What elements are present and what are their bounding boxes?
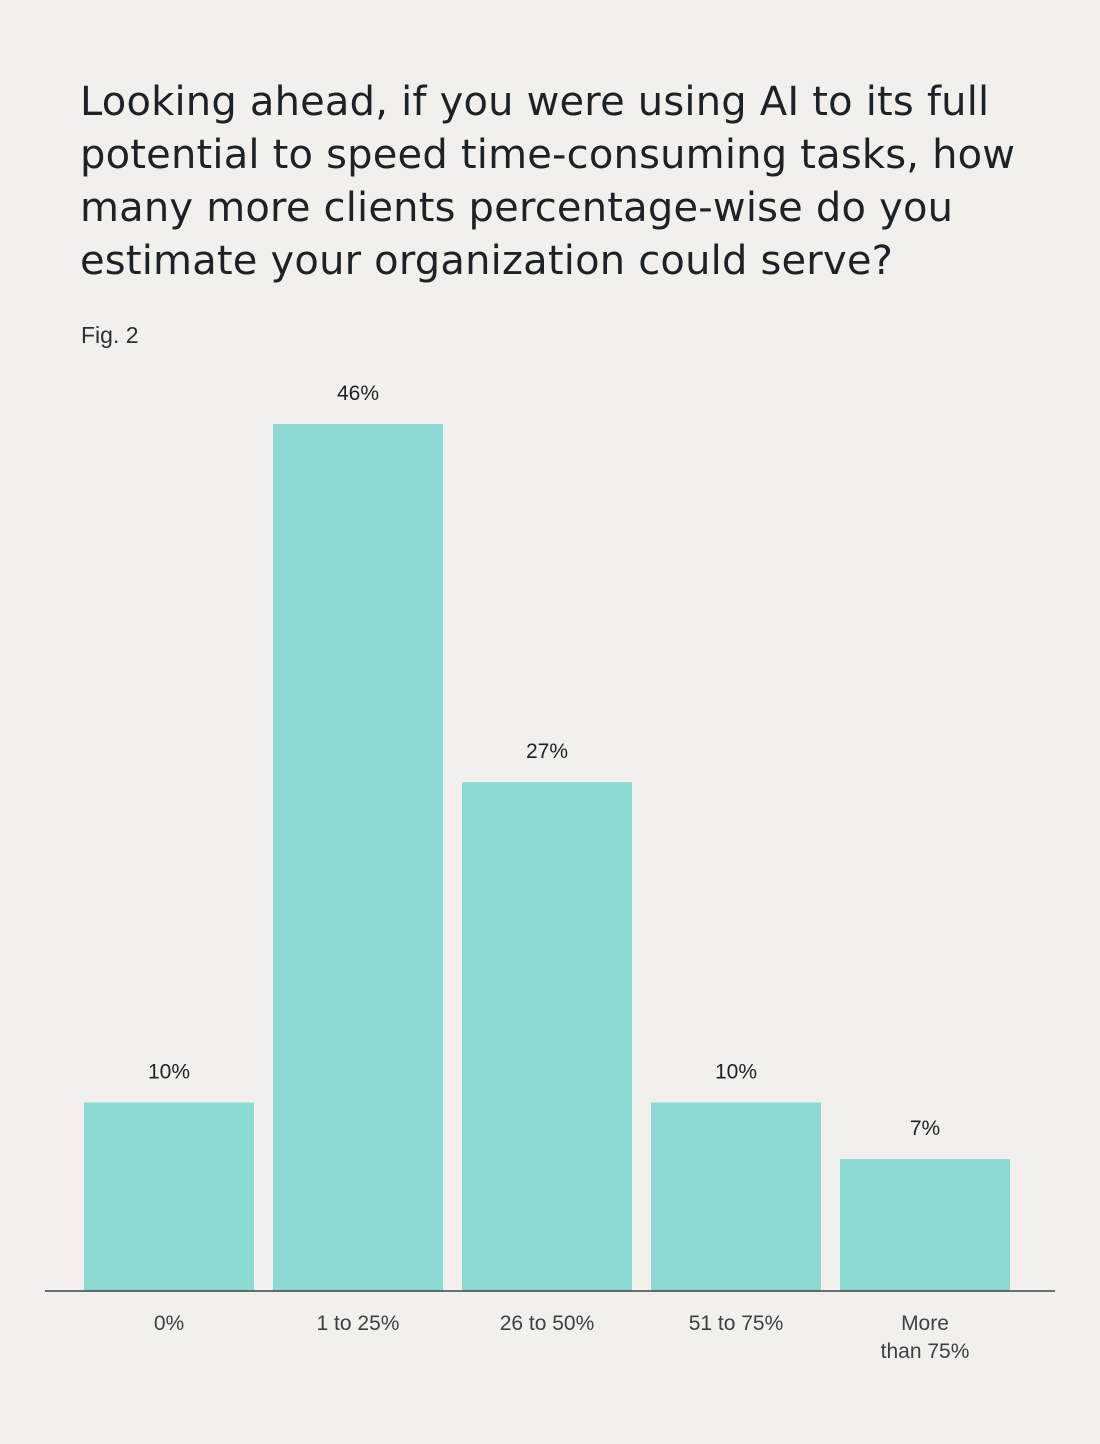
bar-2 — [462, 782, 632, 1291]
category-label-3: 51 to 75% — [689, 1312, 784, 1335]
data-label-3: 10% — [715, 1061, 757, 1084]
figure-label: Fig. 2 — [81, 322, 139, 348]
data-label-0: 10% — [148, 1061, 190, 1084]
category-label-4: More than 75% — [881, 1312, 970, 1363]
data-label-4: 7% — [910, 1117, 940, 1140]
data-label-2: 27% — [526, 740, 568, 763]
chart-title: Looking ahead, if you were using AI to i… — [80, 79, 1016, 284]
bar-4 — [840, 1159, 1010, 1291]
category-label-1: 1 to 25% — [317, 1312, 400, 1335]
data-label-1: 46% — [337, 382, 379, 405]
category-label-0: 0% — [154, 1312, 184, 1335]
category-label-2: 26 to 50% — [500, 1312, 595, 1335]
bar-3 — [651, 1102, 821, 1291]
bar-0 — [84, 1102, 254, 1291]
bar-1 — [273, 424, 443, 1291]
